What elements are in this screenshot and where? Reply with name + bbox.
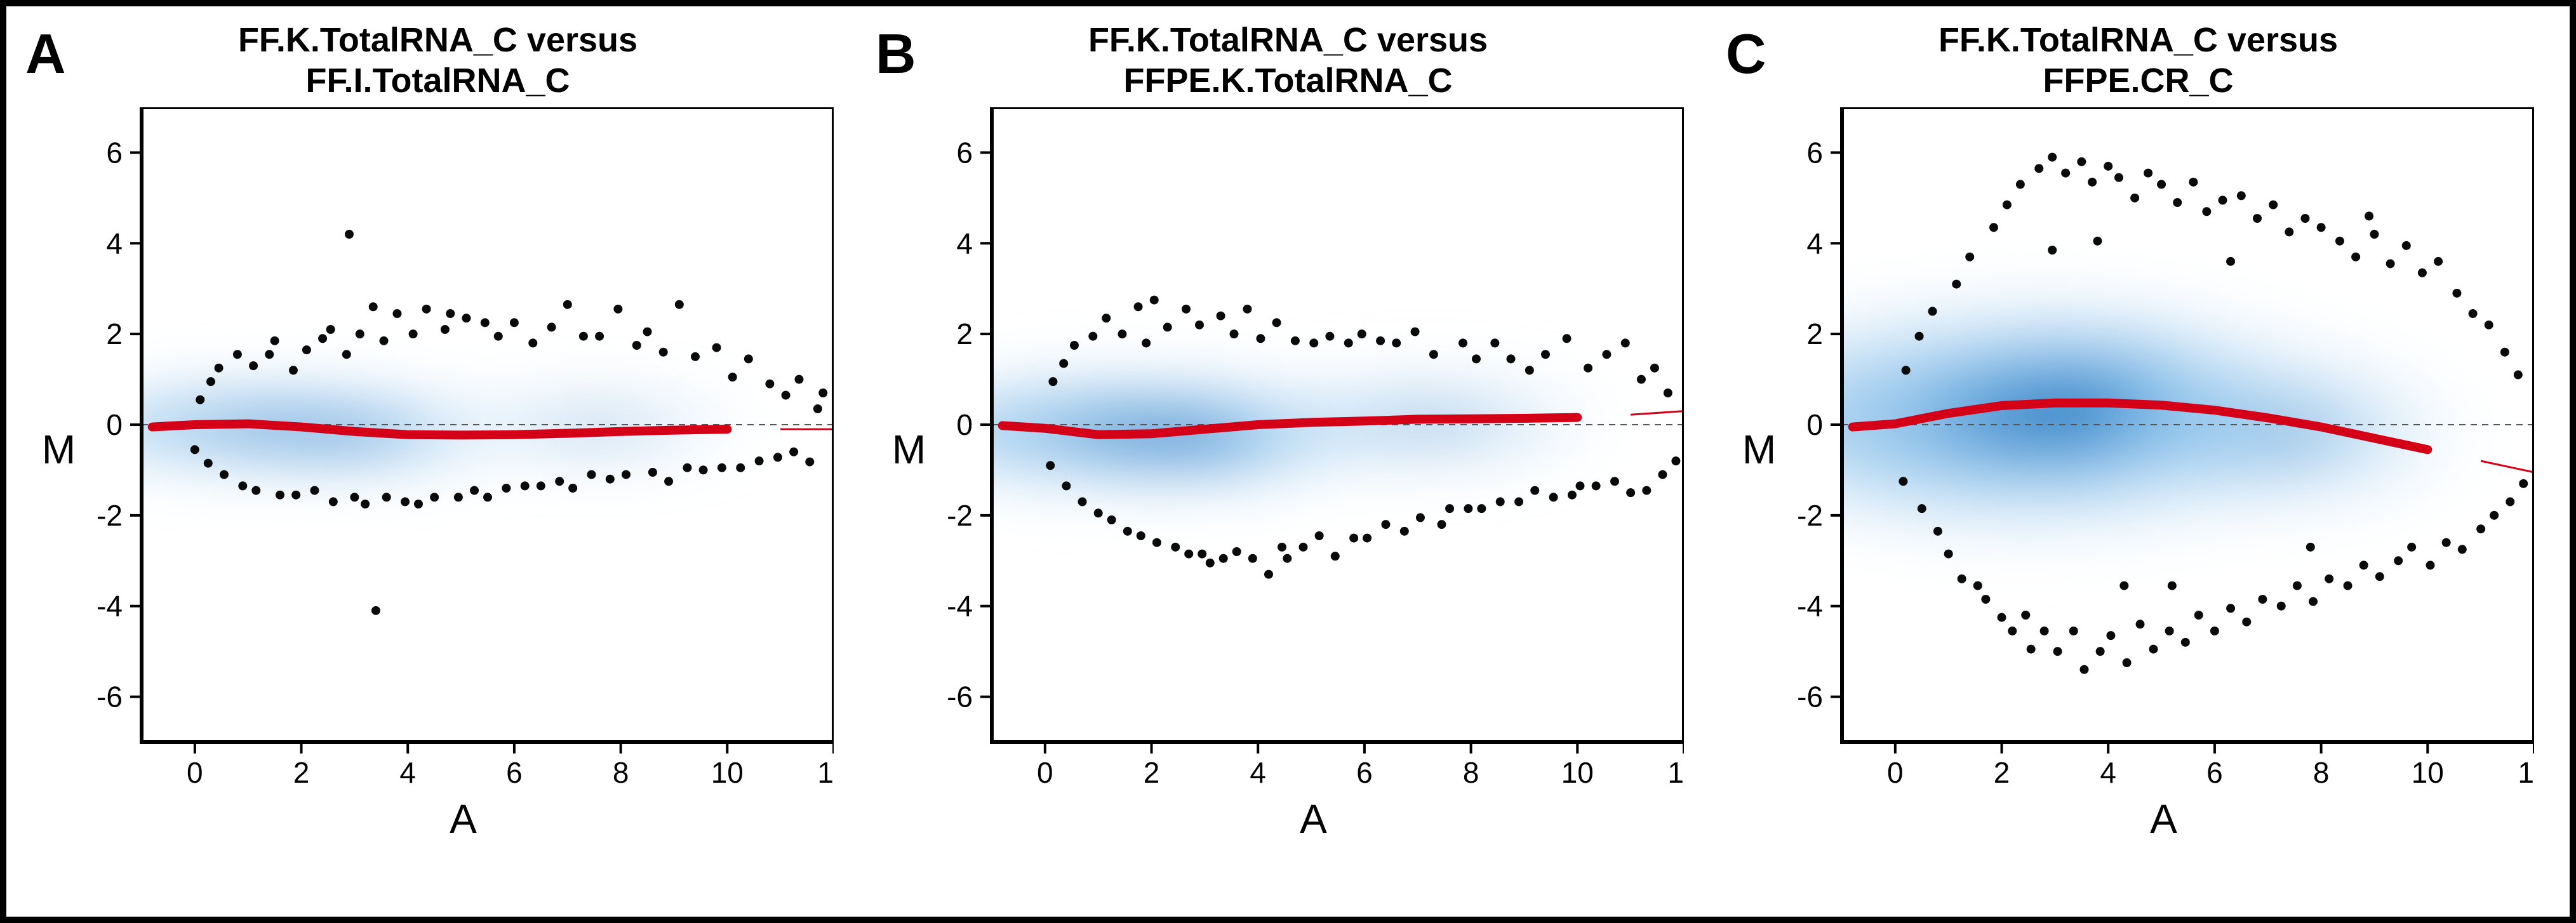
x-tick-label: 8 [1463,756,1479,789]
x-tick-label: 12 [818,756,834,789]
y-tick-label: 6 [957,136,973,169]
plot-wrap: M024681012-6-4-20246 [892,107,1684,792]
x-tick-label: 12 [2518,756,2535,789]
y-tick-label: -6 [97,681,123,714]
y-axis-label: M [42,426,76,473]
y-tick-label: -2 [1797,499,1823,532]
x-tick-label: 4 [1250,756,1267,789]
x-tick-label: 10 [2412,756,2444,789]
x-tick-label: 12 [1668,756,1685,789]
plot-wrap: M024681012-6-4-20246 [1742,107,2534,792]
y-tick-label: 0 [1807,408,1824,441]
y-tick-label: 4 [1807,227,1824,260]
x-tick-label: 2 [293,756,310,789]
x-tick-label: 4 [400,756,417,789]
density-cloud [1785,273,2507,563]
y-tick-label: -2 [97,499,123,532]
x-tick-label: 0 [187,756,203,789]
ma-plot: 0 2 4 6 8 10 12 -6 -4 -2 0 2 4 6 [935,107,1684,792]
x-tick-label: 6 [506,756,523,789]
y-tick-label: 2 [1807,318,1824,351]
x-axis-label: A [2150,795,2177,842]
y-tick-label: -4 [947,590,973,623]
y-tick-label: 0 [957,408,973,441]
x-tick-label: 10 [1561,756,1594,789]
panel-title: FF.K.TotalRNA_C versus FFPE.CR_C [1939,20,2338,101]
x-axis-label: A [450,795,477,842]
panel-a: A FF.K.TotalRNA_C versus FF.I.TotalRNA_C M… [13,19,863,910]
y-tick-label: -6 [1797,681,1823,714]
x-tick-label: 2 [1994,756,2010,789]
y-tick-label: -6 [947,681,973,714]
y-tick-label: -2 [947,499,973,532]
y-tick-label: 2 [957,318,973,351]
x-tick-label: 4 [2100,756,2117,789]
y-tick-label: 6 [107,136,123,169]
y-tick-label: 0 [107,408,123,441]
y-tick-label: 4 [957,227,973,260]
x-tick-label: 2 [1144,756,1160,789]
y-tick-label: 4 [107,227,123,260]
lowess-curve-tail [1631,411,1684,415]
y-tick-label: -4 [1797,590,1823,623]
panel-letter: C [1726,22,1766,86]
y-tick-label: 2 [107,318,123,351]
panel-title: FF.K.TotalRNA_C versus FF.I.TotalRNA_C [238,20,637,101]
x-tick-label: 8 [613,756,629,789]
panel-letter: A [25,22,66,86]
y-axis-label: M [1742,426,1776,473]
y-tick-label: 6 [1807,136,1824,169]
x-tick-label: 10 [711,756,744,789]
panel-b: B FF.K.TotalRNA_C versus FFPE.K.TotalRNA_… [863,19,1713,910]
x-tick-label: 6 [1356,756,1373,789]
x-tick-label: 0 [1037,756,1053,789]
x-tick-label: 8 [2313,756,2330,789]
figure-container: A FF.K.TotalRNA_C versus FF.I.TotalRNA_C M… [0,0,2576,923]
panel-letter: B [876,22,916,86]
y-tick-label: -4 [97,590,123,623]
x-tick-label: 6 [2206,756,2223,789]
ma-plot: 0 2 4 6 8 10 12 -6 -4 -2 0 2 4 6 [84,107,834,792]
y-axis-label: M [892,426,926,473]
x-tick-label: 0 [1887,756,1904,789]
panel-c: CFF.K.TotalRNA_C versus FFPE.CR_CM024681… [1713,19,2563,910]
x-axis-label: A [1300,795,1327,842]
panel-title: FF.K.TotalRNA_C versus FFPE.K.TotalRNA_C [1088,20,1488,101]
ma-plot: 0 2 4 6 8 10 12 -6 -4 -2 0 2 4 6 [1785,107,2534,792]
plot-wrap: M024681012-6-4-20246 [42,107,834,792]
